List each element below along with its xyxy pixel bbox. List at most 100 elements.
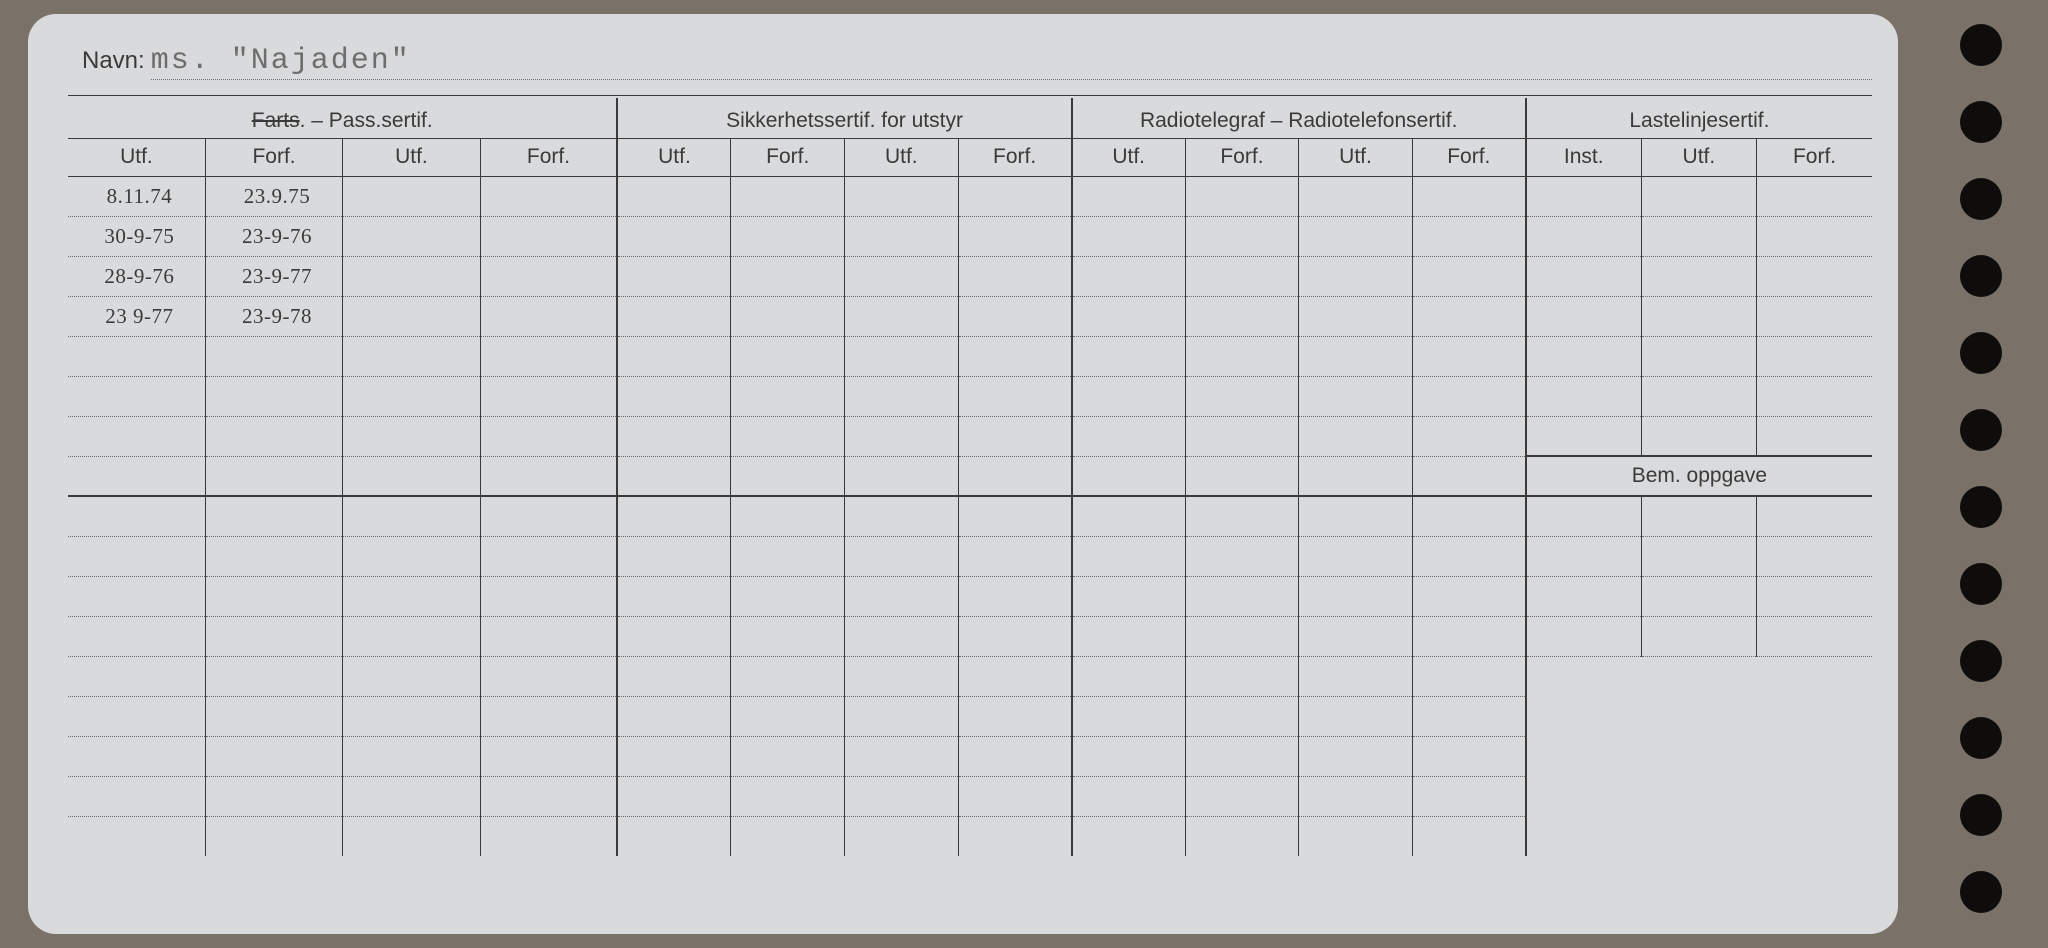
table-row: 28-9-7623-9-77 bbox=[68, 256, 1872, 296]
col-utf-6: Utf. bbox=[1299, 138, 1413, 176]
punch-hole bbox=[1960, 794, 2002, 836]
table-cell bbox=[1641, 376, 1756, 416]
table-cell bbox=[731, 216, 845, 256]
table-cell: 23-9-77 bbox=[205, 256, 342, 296]
table-cell bbox=[1641, 296, 1756, 336]
table-cell bbox=[1299, 296, 1413, 336]
table-cell bbox=[1526, 256, 1641, 296]
table-cell bbox=[68, 576, 205, 616]
table-cell bbox=[1072, 736, 1186, 776]
table-cell bbox=[845, 536, 959, 576]
table-cell bbox=[617, 216, 731, 256]
table-cell bbox=[1641, 256, 1756, 296]
table-cell bbox=[1757, 296, 1872, 336]
table-cell bbox=[205, 376, 342, 416]
bem-oppgave-label: Bem. oppgave bbox=[1526, 456, 1872, 496]
table-cell bbox=[480, 496, 617, 536]
table-cell: 28-9-76 bbox=[68, 256, 205, 296]
table-cell bbox=[1299, 536, 1413, 576]
table-cell bbox=[1757, 496, 1872, 536]
table-cell bbox=[1412, 616, 1526, 656]
group-lastelinje: Lastelinjesertif. bbox=[1526, 98, 1872, 138]
table-cell bbox=[1526, 496, 1641, 536]
table-cell bbox=[845, 736, 959, 776]
punch-hole bbox=[1960, 409, 2002, 451]
table-cell bbox=[1299, 176, 1413, 216]
table-cell bbox=[1412, 696, 1526, 736]
table-cell bbox=[1412, 376, 1526, 416]
table-cell bbox=[1072, 576, 1186, 616]
table-cell bbox=[343, 336, 480, 376]
table-cell bbox=[958, 536, 1072, 576]
table-cell bbox=[958, 416, 1072, 456]
table-cell bbox=[731, 776, 845, 816]
table-cell bbox=[731, 536, 845, 576]
table-row bbox=[68, 376, 1872, 416]
table-cell bbox=[958, 456, 1072, 496]
col-utf-5: Utf. bbox=[1072, 138, 1186, 176]
table-cell bbox=[1757, 336, 1872, 376]
table-cell bbox=[617, 736, 731, 776]
table-cell bbox=[1412, 536, 1526, 576]
table-cell bbox=[617, 816, 731, 856]
table-row: 30-9-7523-9-76 bbox=[68, 216, 1872, 256]
table-cell bbox=[480, 416, 617, 456]
table-cell bbox=[958, 656, 1072, 696]
table-cell bbox=[845, 616, 959, 656]
table-cell bbox=[1299, 256, 1413, 296]
table-cell bbox=[343, 616, 480, 656]
table-cell: 23 9-77 bbox=[68, 296, 205, 336]
table-cell bbox=[1185, 496, 1299, 536]
table-cell bbox=[1072, 696, 1186, 736]
table-cell bbox=[1299, 616, 1413, 656]
table-cell bbox=[68, 456, 205, 496]
table-cell bbox=[480, 776, 617, 816]
table-row bbox=[68, 336, 1872, 376]
table-cell bbox=[343, 776, 480, 816]
table-cell bbox=[1299, 656, 1413, 696]
table-cell bbox=[205, 736, 342, 776]
table-cell bbox=[731, 696, 845, 736]
col-utf-2: Utf. bbox=[343, 138, 480, 176]
table-cell bbox=[1072, 656, 1186, 696]
table-cell bbox=[845, 576, 959, 616]
table-cell bbox=[617, 376, 731, 416]
table-cell bbox=[68, 336, 205, 376]
col-forf-7: Forf. bbox=[1757, 138, 1872, 176]
table-cell bbox=[1526, 616, 1641, 656]
table-cell bbox=[1299, 576, 1413, 616]
table-cell bbox=[68, 376, 205, 416]
table-cell bbox=[958, 336, 1072, 376]
table-cell bbox=[845, 256, 959, 296]
table-cell bbox=[480, 336, 617, 376]
table-cell: 23-9-76 bbox=[205, 216, 342, 256]
table-cell bbox=[1299, 216, 1413, 256]
table-cell bbox=[205, 616, 342, 656]
table-cell bbox=[1185, 536, 1299, 576]
col-inst: Inst. bbox=[1526, 138, 1641, 176]
table-cell bbox=[1757, 416, 1872, 456]
table-cell bbox=[68, 656, 205, 696]
table-cell: 30-9-75 bbox=[68, 216, 205, 256]
table-row bbox=[68, 416, 1872, 456]
table-cell bbox=[480, 616, 617, 656]
table-cell bbox=[958, 176, 1072, 216]
table-cell bbox=[1299, 376, 1413, 416]
record-card: Navn: ms. "Najaden" Farts. – Pass.sertif… bbox=[28, 14, 1898, 934]
col-forf-1: Forf. bbox=[205, 138, 342, 176]
table-cell bbox=[480, 816, 617, 856]
table-cell bbox=[343, 256, 480, 296]
table-cell bbox=[617, 256, 731, 296]
table-cell bbox=[480, 656, 617, 696]
table-cell bbox=[1072, 416, 1186, 456]
table-cell bbox=[617, 656, 731, 696]
col-forf-6: Forf. bbox=[1412, 138, 1526, 176]
table-cell bbox=[343, 496, 480, 536]
table-cell bbox=[958, 616, 1072, 656]
table-cell bbox=[205, 456, 342, 496]
table-cell bbox=[1641, 536, 1756, 576]
table-cell bbox=[343, 536, 480, 576]
table-cell bbox=[205, 536, 342, 576]
table-cell bbox=[343, 696, 480, 736]
table-cell bbox=[480, 256, 617, 296]
